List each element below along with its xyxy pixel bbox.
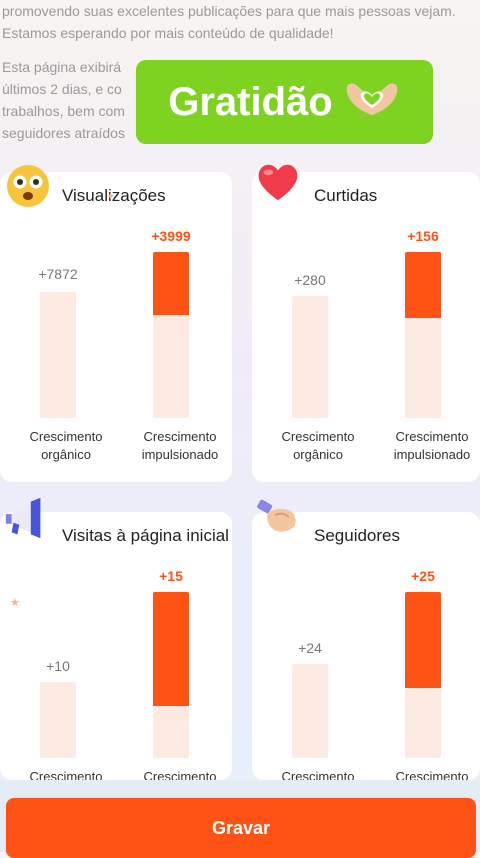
surprised-face-icon <box>4 162 52 210</box>
organic-value-label: +24 <box>298 640 322 656</box>
boost-bar: +25 <box>405 568 441 758</box>
intro-line-5: seguidores atraídos <box>2 125 125 141</box>
organic-bar-track <box>40 682 76 758</box>
boost-bar-track <box>405 252 441 418</box>
organic-bar: +10 <box>40 658 76 758</box>
boost-caption: Crescimento <box>143 769 217 780</box>
organic-caption: Crescimento orgânico <box>281 429 355 462</box>
banner-text: Gratidão <box>168 79 333 124</box>
handshake-icon <box>256 494 304 542</box>
boost-bar-track <box>153 592 189 758</box>
boost-value-label: +156 <box>407 228 439 244</box>
organic-bar: +280 <box>292 272 328 418</box>
card-title: Visualizações <box>62 186 166 205</box>
boost-bar: +3999 <box>151 228 191 418</box>
organic-bar: +7872 <box>38 266 78 418</box>
organic-bar-track <box>292 664 328 758</box>
card-profile-visits: Visitas à página inicial +10 +15 Crescim… <box>0 512 232 780</box>
record-button[interactable]: Gravar <box>6 798 476 858</box>
boost-caption: Crescimento <box>395 769 469 780</box>
card-title: Curtidas <box>314 186 378 205</box>
boost-bar-fill <box>405 252 441 318</box>
organic-bar-track <box>40 292 76 418</box>
organic-bar: +24 <box>292 640 328 758</box>
boost-value-label: +25 <box>411 568 435 584</box>
megaphone-icon <box>2 494 50 542</box>
boost-bar-fill <box>153 252 189 315</box>
sparkle-icon: ✦ <box>106 191 116 203</box>
organic-caption: Crescimento orgânico <box>29 429 103 462</box>
boost-value-label: +15 <box>159 568 183 584</box>
gratitude-banner: Gratidão <box>136 60 433 144</box>
sparkle-icon: ★ <box>10 597 20 609</box>
intro-line-3: últimos 2 dias, e co <box>2 81 122 97</box>
boost-bar-fill <box>405 592 441 688</box>
card-title: Visitas à página inicial <box>62 526 229 545</box>
boost-bar-track <box>405 592 441 758</box>
boost-value-label: +3999 <box>151 228 191 244</box>
boost-caption: Crescimento impulsionado <box>141 429 219 462</box>
boost-caption: Crescimento impulsionado <box>393 429 471 462</box>
card-views: Visualizações +7872 +3999 Crescimento org… <box>0 172 232 482</box>
boost-bar: +156 <box>405 228 441 418</box>
card-title: Seguidores <box>314 526 401 545</box>
organic-value-label: +10 <box>46 658 70 674</box>
boost-bar-fill <box>153 592 189 706</box>
heart-icon <box>254 158 302 206</box>
card-followers: Seguidores +24 +25 Crescimento Crescimen… <box>252 512 480 780</box>
boost-bar-track <box>153 252 189 418</box>
organic-caption: Crescimento <box>29 769 103 780</box>
organic-value-label: +280 <box>294 272 326 288</box>
organic-bar-track <box>292 296 328 418</box>
intro-paragraph-1: promovendo suas excelentes publicações p… <box>2 3 456 41</box>
heart-hands-icon <box>343 78 401 126</box>
card-likes: Curtidas +280 +156 Crescimento orgânico C… <box>252 172 480 482</box>
boost-bar: +15 <box>153 568 189 758</box>
organic-caption: Crescimento <box>281 769 355 780</box>
organic-value-label: +7872 <box>38 266 78 282</box>
